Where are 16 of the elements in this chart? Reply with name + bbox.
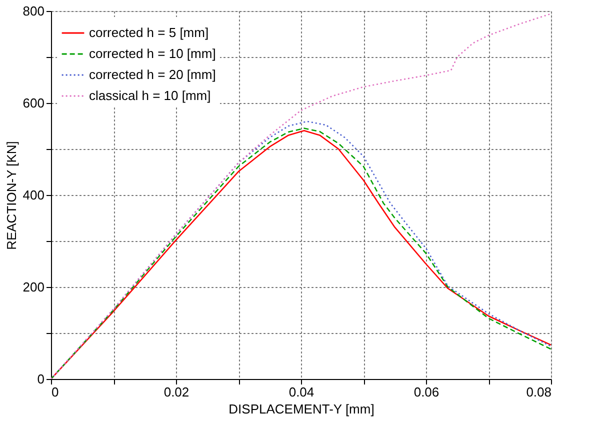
y-tick-label: 200 [22, 280, 44, 294]
x-tick-label: 0.08 [526, 384, 552, 400]
legend-label: corrected h = 20 [mm] [89, 67, 216, 82]
y-tick-label: 800 [22, 4, 44, 18]
x-tick-label: 0.02 [164, 384, 190, 400]
x-tick-label: 0.06 [414, 384, 440, 400]
y-axis-title: REACTION-Y [KN] [4, 141, 19, 250]
legend-label: corrected h = 10 [mm] [89, 46, 216, 61]
legend-label: classical h = 10 [mm] [89, 88, 211, 103]
y-tick-label: 600 [22, 96, 44, 110]
legend-label: corrected h = 5 [mm] [89, 25, 209, 40]
x-tick-label: 0.04 [288, 384, 314, 400]
x-tick-label: 0 [52, 384, 59, 400]
y-tick-label: 400 [22, 188, 44, 202]
y-tick-label: 0 [37, 372, 44, 386]
x-axis-title: DISPLACEMENT-Y [mm] [228, 402, 374, 416]
